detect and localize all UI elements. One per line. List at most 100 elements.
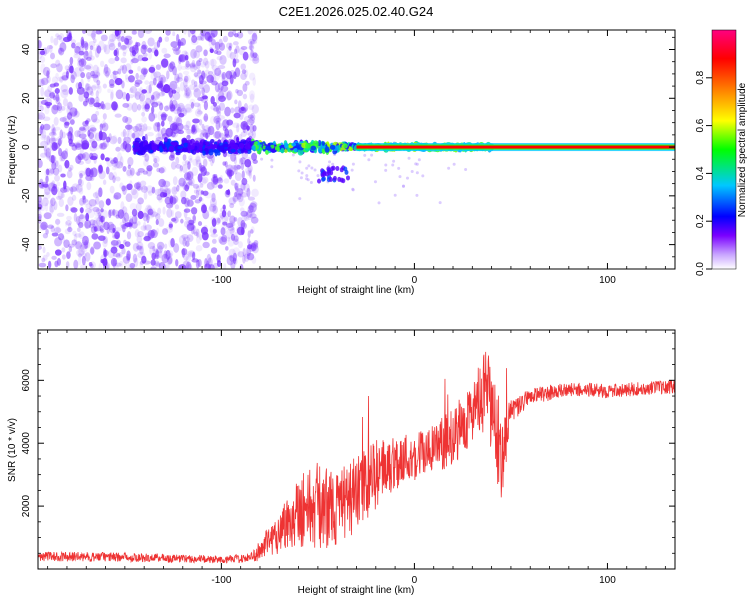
noise-blob bbox=[232, 252, 238, 262]
noise-blob bbox=[79, 126, 86, 131]
noise-blob bbox=[145, 126, 152, 131]
noise-blob bbox=[252, 30, 257, 38]
noise-blob bbox=[150, 71, 158, 81]
noise-blob bbox=[46, 167, 55, 176]
noise-blob bbox=[213, 115, 221, 124]
noise-blob bbox=[185, 60, 190, 68]
carrier-line bbox=[356, 145, 675, 149]
noise-blob bbox=[98, 262, 103, 269]
noise-blob bbox=[40, 86, 44, 97]
noise-blob bbox=[244, 252, 251, 260]
noise-blob bbox=[138, 122, 144, 128]
noise-blob bbox=[134, 79, 143, 85]
noise-blob bbox=[239, 207, 245, 213]
noise-blob bbox=[129, 262, 136, 269]
noise-blob bbox=[190, 48, 197, 59]
noise-blob bbox=[44, 168, 50, 178]
noise-blob bbox=[199, 233, 203, 241]
noise-blob bbox=[226, 42, 232, 49]
noise-blob bbox=[171, 128, 179, 138]
noise-blob bbox=[210, 76, 214, 83]
noise-blob bbox=[96, 219, 101, 227]
noise-blob bbox=[115, 253, 121, 259]
noise-blob bbox=[103, 64, 109, 74]
noise-blob bbox=[197, 189, 204, 196]
noise-blob bbox=[83, 50, 89, 60]
noise-blob bbox=[184, 103, 192, 113]
noise-blob bbox=[38, 159, 43, 168]
noise-blob bbox=[38, 222, 47, 231]
noise-blob bbox=[251, 130, 256, 139]
noise-blob bbox=[240, 72, 247, 81]
noise-blob bbox=[125, 38, 133, 46]
noise-blob bbox=[38, 203, 43, 211]
noise-blob bbox=[165, 30, 171, 36]
noise-blob bbox=[52, 90, 58, 99]
noise-blob bbox=[199, 132, 204, 139]
noise-blob bbox=[233, 164, 238, 175]
noise-blob bbox=[212, 205, 218, 214]
noise-blob bbox=[153, 122, 160, 132]
noise-blob bbox=[69, 119, 75, 125]
noise-blob bbox=[227, 236, 231, 242]
noise-blob bbox=[219, 175, 223, 181]
noise-blob bbox=[252, 53, 260, 62]
noise-blob bbox=[247, 230, 251, 239]
noise-blob bbox=[236, 193, 242, 200]
noise-blob bbox=[193, 88, 202, 99]
noise-blob bbox=[238, 157, 244, 165]
noise-blob bbox=[239, 264, 244, 269]
noise-blob bbox=[233, 156, 237, 165]
noise-blob bbox=[221, 215, 229, 224]
noise-blob bbox=[249, 93, 255, 103]
noise-blob bbox=[173, 103, 181, 112]
noise-blob bbox=[119, 156, 124, 167]
noise-blob bbox=[124, 184, 131, 191]
noise-blob bbox=[89, 155, 98, 161]
noise-blob bbox=[39, 105, 44, 112]
noise-blob bbox=[96, 207, 101, 215]
signal-blob bbox=[213, 143, 217, 149]
noise-blob bbox=[234, 185, 239, 193]
noise-blob bbox=[38, 178, 44, 188]
noise-blob bbox=[100, 153, 105, 161]
noise-blob bbox=[100, 215, 104, 223]
spectrogram-x-ticks: -100 0 100 bbox=[47, 30, 666, 286]
noise-blob bbox=[249, 72, 256, 81]
noise-blob bbox=[38, 196, 42, 203]
noise-blob bbox=[168, 223, 173, 228]
noise-blob bbox=[122, 140, 128, 150]
noise-blob bbox=[128, 265, 136, 269]
noise-blob bbox=[169, 80, 178, 91]
noise-blob bbox=[186, 264, 193, 269]
signal-blob bbox=[317, 139, 322, 147]
noise-blob bbox=[45, 151, 51, 160]
noise-speck bbox=[401, 184, 405, 188]
noise-blob bbox=[84, 221, 89, 230]
noise-blob bbox=[64, 148, 69, 155]
noise-blob bbox=[201, 95, 208, 100]
signal-blob bbox=[329, 144, 336, 150]
noise-blob bbox=[243, 253, 250, 262]
noise-blob bbox=[150, 259, 156, 266]
noise-blob bbox=[227, 189, 231, 196]
noise-blob bbox=[171, 89, 177, 94]
noise-blob bbox=[234, 172, 242, 182]
noise-blob bbox=[203, 100, 209, 111]
noise-blob bbox=[211, 65, 219, 71]
noise-blob bbox=[215, 117, 222, 123]
noise-blob bbox=[226, 48, 232, 59]
noise-blob bbox=[68, 245, 73, 253]
noise-blob bbox=[193, 50, 201, 59]
noise-blob bbox=[145, 204, 153, 214]
noise-blob bbox=[173, 91, 181, 101]
noise-blob bbox=[245, 170, 252, 176]
noise-speck bbox=[414, 162, 418, 166]
noise-blob bbox=[216, 55, 223, 61]
noise-blob bbox=[201, 70, 206, 81]
noise-blob bbox=[124, 241, 131, 247]
noise-blob bbox=[174, 211, 182, 219]
noise-blob bbox=[78, 214, 86, 220]
noise-blob bbox=[120, 45, 127, 50]
noise-blob bbox=[52, 127, 57, 136]
